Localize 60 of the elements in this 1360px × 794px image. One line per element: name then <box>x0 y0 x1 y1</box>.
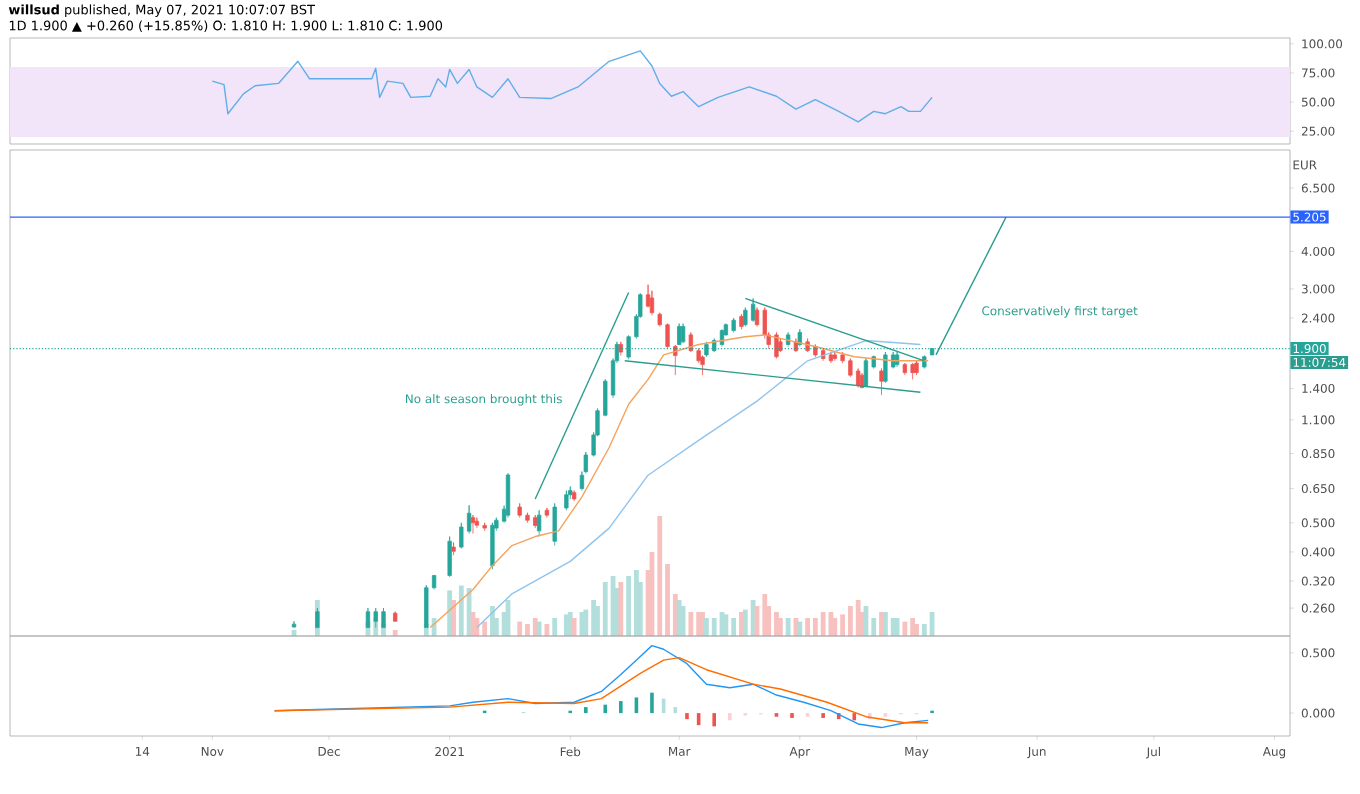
candlestick <box>571 490 577 502</box>
candlestick <box>731 317 736 333</box>
candlestick <box>393 611 398 622</box>
candlestick <box>828 351 834 364</box>
candlestick <box>517 503 522 519</box>
candlestick <box>490 522 495 570</box>
bar <box>812 618 818 636</box>
candlestick <box>618 341 623 357</box>
candlestick <box>544 507 550 519</box>
candlestick <box>451 542 456 556</box>
bar <box>711 618 717 636</box>
candlestick <box>533 514 538 529</box>
candlestick <box>914 360 919 376</box>
line-series <box>211 50 933 123</box>
candlestick <box>739 313 744 330</box>
candlestick <box>902 362 907 376</box>
bar <box>902 621 908 636</box>
candlestick <box>470 514 476 535</box>
bar <box>602 582 608 636</box>
bar <box>914 624 919 636</box>
candlestick <box>474 517 480 529</box>
bar <box>571 618 577 636</box>
bar <box>552 618 558 636</box>
bar <box>458 585 464 636</box>
bar <box>474 618 480 636</box>
bar <box>847 606 853 636</box>
candlestick <box>536 509 542 537</box>
candlestick <box>645 284 651 309</box>
candlestick <box>680 323 686 344</box>
bar <box>777 618 783 636</box>
bar <box>832 618 838 636</box>
candlestick <box>883 351 888 384</box>
candlestick <box>649 290 655 316</box>
bar <box>451 600 456 636</box>
candlestick <box>700 355 705 376</box>
bar <box>704 618 709 636</box>
bar <box>657 516 663 636</box>
candlestick <box>291 620 297 628</box>
bar <box>820 612 826 636</box>
candlestick <box>832 351 837 362</box>
candlestick <box>505 473 511 519</box>
candlestick <box>447 536 452 578</box>
candlestick <box>879 368 884 396</box>
bar <box>626 576 632 636</box>
candlestick <box>778 338 783 353</box>
candlestick <box>564 490 569 511</box>
bar <box>731 618 737 636</box>
candlestick <box>552 503 557 546</box>
candlestick <box>774 332 779 359</box>
bar <box>618 582 624 636</box>
line-series <box>273 656 929 724</box>
bar <box>688 612 694 636</box>
bar <box>517 621 523 636</box>
bar <box>482 621 488 636</box>
bar <box>805 618 810 636</box>
bar <box>840 614 845 636</box>
bar <box>525 624 530 636</box>
candlestick <box>910 362 915 380</box>
candlestick <box>482 522 487 532</box>
bar <box>785 618 791 636</box>
